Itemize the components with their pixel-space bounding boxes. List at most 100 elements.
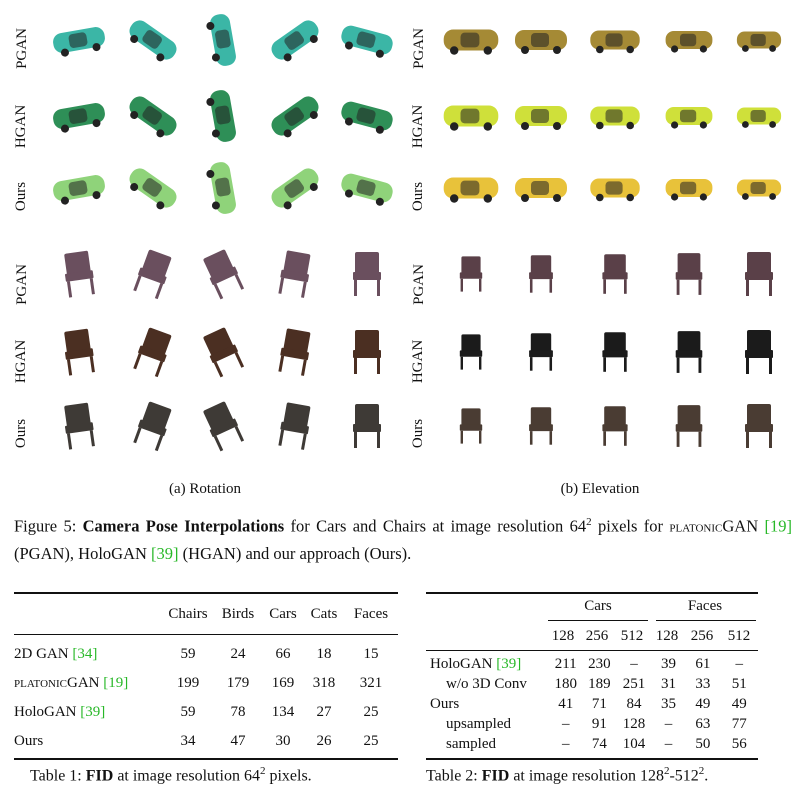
chair-elevation-image xyxy=(726,398,792,454)
table-cell: 25 xyxy=(363,704,379,720)
table-cell: 104 xyxy=(622,735,646,752)
table-cell: 78 xyxy=(230,704,246,720)
table-header: 512 xyxy=(620,627,644,644)
car-elevation-image xyxy=(656,88,722,144)
citation-link[interactable]: [19] xyxy=(103,675,129,691)
row-label: Ours xyxy=(430,695,460,712)
car-rotation-image xyxy=(190,12,256,68)
table-cell: – xyxy=(561,735,570,752)
chair-rotation-image xyxy=(46,398,112,454)
car-elevation-image xyxy=(508,160,574,216)
car-rotation-image xyxy=(334,160,400,216)
row-label-chairs-rotation-pgan: PGAN xyxy=(13,263,30,305)
car-elevation-image xyxy=(508,88,574,144)
chair-elevation-image xyxy=(438,398,504,454)
car-rotation-image xyxy=(46,160,112,216)
row-label: w/o 3D Conv xyxy=(446,675,527,692)
row-label-chairs-elevation-ours: Ours xyxy=(410,418,427,448)
chair-elevation-image xyxy=(582,398,648,454)
car-elevation-image xyxy=(438,88,504,144)
chair-elevation-image xyxy=(656,324,722,380)
table-header: 512 xyxy=(727,627,751,644)
table-header-row: Chairs Birds Cars Cats Faces xyxy=(14,600,398,628)
chair-elevation-image xyxy=(438,246,504,302)
table-cell: 71 xyxy=(591,695,607,712)
row-label-cars-rotation-pgan: PGAN xyxy=(13,27,30,69)
table-cell: 251 xyxy=(622,675,646,692)
table-header: Chairs xyxy=(168,605,208,622)
table-cell: 134 xyxy=(271,704,295,720)
car-rotation-image xyxy=(262,88,328,144)
table-cell: 169 xyxy=(271,675,295,691)
table-cell: 24 xyxy=(230,646,246,662)
table-row: Ours 34 47 30 26 25 xyxy=(14,727,398,756)
table-cell: 179 xyxy=(226,675,250,691)
chair-elevation-image xyxy=(726,246,792,302)
table-cell: 56 xyxy=(731,735,747,752)
table-cell: 49 xyxy=(695,695,711,712)
row-label-chairs-rotation-ours: Ours xyxy=(13,418,30,448)
row-label: HoloGAN [39] xyxy=(430,655,522,672)
group-header-cars: Cars xyxy=(584,598,612,614)
table-header: 256 xyxy=(690,627,714,644)
car-elevation-image xyxy=(438,160,504,216)
citation-link[interactable]: [39] xyxy=(80,704,106,720)
row-label-chairs-elevation-pgan: PGAN xyxy=(410,263,427,305)
chair-rotation-image xyxy=(46,246,112,302)
car-rotation-image xyxy=(120,12,186,68)
car-rotation-image xyxy=(190,88,256,144)
chair-rotation-image xyxy=(120,398,186,454)
table-row: HoloGAN [39] 59 78 134 27 25 xyxy=(14,698,398,727)
row-label: 2D GAN [34] xyxy=(14,646,98,662)
table-cell: 74 xyxy=(591,735,607,752)
citation-link[interactable]: [19] xyxy=(764,516,792,536)
chair-elevation-image xyxy=(726,324,792,380)
table-cell: – xyxy=(561,715,570,732)
table-cell: – xyxy=(664,735,673,752)
chair-elevation-image xyxy=(508,398,574,454)
row-label-cars-elevation-ours: Ours xyxy=(410,181,427,211)
table-cell: 51 xyxy=(731,675,747,692)
table-row: HoloGAN [39] 211 230 – 39 61 – xyxy=(426,654,758,674)
figure-caption: Figure 5: Camera Pose Interpolations for… xyxy=(14,516,792,563)
table-cell: 321 xyxy=(359,675,383,691)
table-row: Ours 41 71 84 35 49 49 xyxy=(426,694,758,714)
chair-rotation-image xyxy=(262,398,328,454)
car-rotation-image xyxy=(120,88,186,144)
chair-elevation-image xyxy=(582,246,648,302)
table-header: Cats xyxy=(310,605,338,622)
table-cell: 41 xyxy=(558,695,574,712)
table-cell: 199 xyxy=(176,675,200,691)
row-label: HoloGAN [39] xyxy=(14,704,106,720)
table-cell: 59 xyxy=(180,646,196,662)
car-elevation-image xyxy=(582,12,648,68)
chair-rotation-image xyxy=(190,246,256,302)
table-row: 2D GAN [34] 59 24 66 18 15 xyxy=(14,640,398,669)
car-rotation-image xyxy=(262,160,328,216)
table-cell: 25 xyxy=(363,733,379,749)
chair-rotation-image xyxy=(46,324,112,380)
row-label-cars-rotation-hgan: HGAN xyxy=(13,104,30,148)
table-cell: 66 xyxy=(275,646,291,662)
chair-elevation-image xyxy=(656,246,722,302)
table-cell: 33 xyxy=(695,675,711,692)
citation-link[interactable]: [34] xyxy=(72,646,98,662)
chair-rotation-image xyxy=(120,246,186,302)
table-1-caption: Table 1: FID at image resolution 642 pix… xyxy=(30,765,312,785)
table-cell: 47 xyxy=(230,733,246,749)
car-rotation-image xyxy=(262,12,328,68)
citation-link[interactable]: [39] xyxy=(496,655,522,672)
table-cell: 180 xyxy=(554,675,577,692)
car-rotation-image xyxy=(46,12,112,68)
table-cell: 30 xyxy=(275,733,291,749)
citation-link[interactable]: [39] xyxy=(151,543,179,563)
car-rotation-image xyxy=(46,88,112,144)
table-cell: – xyxy=(630,655,638,672)
table-cell: 39 xyxy=(661,655,676,672)
car-rotation-image xyxy=(120,160,186,216)
row-label: sampled xyxy=(446,735,496,752)
row-label: Ours xyxy=(14,733,44,749)
table-2-caption: Table 2: FID at image resolution 1282-51… xyxy=(426,765,709,785)
table-cell: 84 xyxy=(626,695,642,712)
table-header: Faces xyxy=(353,605,389,622)
